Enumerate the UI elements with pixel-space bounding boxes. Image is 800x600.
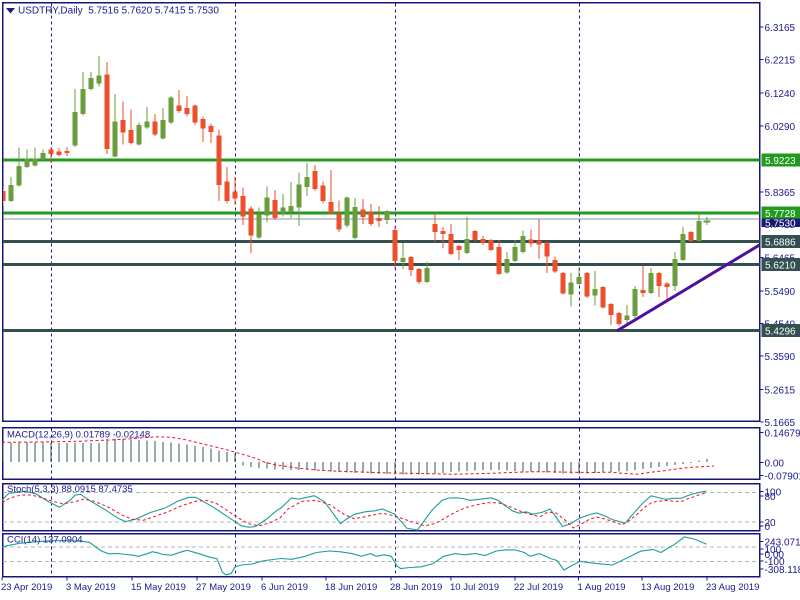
svg-text:6.3165: 6.3165 (765, 23, 796, 34)
svg-text:5.6210: 5.6210 (765, 261, 796, 272)
svg-text:5.1665: 5.1665 (765, 418, 796, 429)
svg-text:0: 0 (765, 522, 771, 533)
svg-text:243.0719: 243.0719 (765, 538, 800, 549)
svg-text:5.9223: 5.9223 (765, 156, 796, 167)
svg-text:0.00: 0.00 (765, 458, 785, 469)
svg-text:6.0290: 6.0290 (765, 122, 796, 133)
svg-text:-308.118: -308.118 (765, 565, 800, 576)
svg-text:5.2615: 5.2615 (765, 386, 796, 397)
svg-text:5.3590: 5.3590 (765, 352, 796, 363)
svg-text:100: 100 (765, 488, 782, 499)
svg-text:-100: -100 (765, 557, 785, 568)
svg-text:0.14679: 0.14679 (765, 429, 800, 440)
svg-text:6.2215: 6.2215 (765, 56, 796, 67)
svg-text:6 Jun 2019: 6 Jun 2019 (261, 582, 308, 593)
svg-text:MACD(12,26,9) 0.01789 -0.02148: MACD(12,26,9) 0.01789 -0.02148 (7, 430, 150, 441)
svg-text:Stoch(5,3,3) 88.0915 87.4735: Stoch(5,3,3) 88.0915 87.4735 (7, 484, 133, 495)
svg-text:100: 100 (765, 545, 782, 556)
svg-text:5.4296: 5.4296 (765, 326, 796, 337)
svg-text:5.5490: 5.5490 (765, 287, 796, 298)
svg-text:5.6886: 5.6886 (765, 238, 796, 249)
svg-text:0.00: 0.00 (765, 550, 785, 561)
svg-text:20: 20 (765, 518, 777, 529)
svg-text:27 May 2019: 27 May 2019 (196, 582, 251, 593)
svg-text:10 Jul 2019: 10 Jul 2019 (450, 582, 499, 593)
svg-text:80: 80 (765, 492, 777, 503)
svg-text:15 May 2019: 15 May 2019 (131, 582, 186, 593)
svg-text:5.7728: 5.7728 (765, 209, 796, 220)
svg-text:18 Jun 2019: 18 Jun 2019 (325, 582, 377, 593)
svg-text:5.7530: 5.7530 (765, 218, 796, 229)
svg-text:5.8365: 5.8365 (765, 188, 796, 199)
svg-text:6.1240: 6.1240 (765, 89, 796, 100)
svg-text:13 Aug 2019: 13 Aug 2019 (641, 582, 694, 593)
svg-text:22 Jul 2019: 22 Jul 2019 (514, 582, 563, 593)
svg-text:3 May 2019: 3 May 2019 (66, 582, 116, 593)
svg-text:28 Jun 2019: 28 Jun 2019 (390, 582, 442, 593)
svg-text:CCI(14) 137.0904: CCI(14) 137.0904 (7, 535, 83, 546)
svg-text:23 Aug 2019: 23 Aug 2019 (706, 582, 759, 593)
svg-text:23 Apr 2019: 23 Apr 2019 (1, 582, 52, 593)
svg-text:1 Aug 2019: 1 Aug 2019 (578, 582, 626, 593)
svg-text:USDTRY,Daily 5.7516 5.7620 5.: USDTRY,Daily 5.7516 5.7620 5.7415 5.7530 (18, 6, 219, 17)
